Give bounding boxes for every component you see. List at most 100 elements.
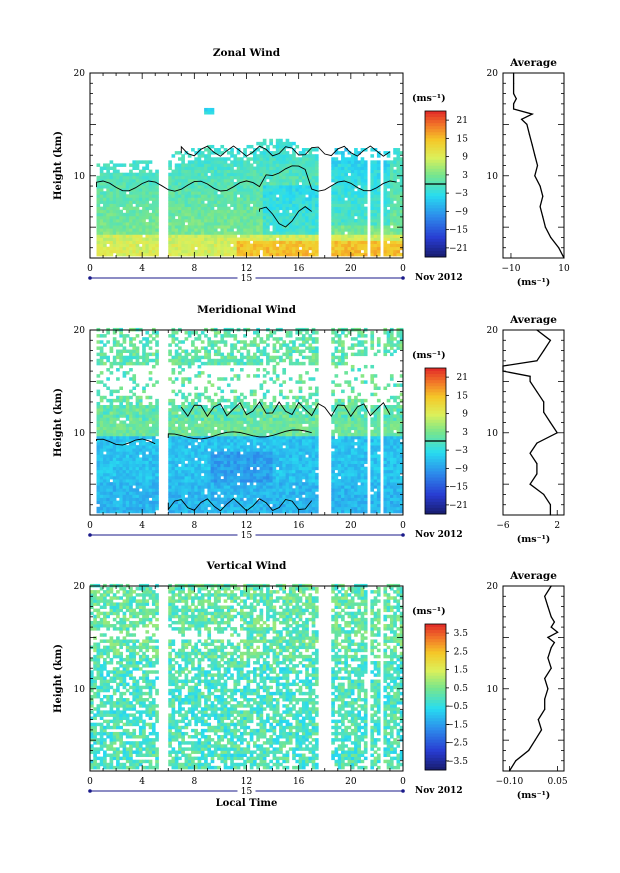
- heatmap-cell: [331, 218, 335, 223]
- heatmap-cell: [112, 175, 117, 180]
- heatmap-cell: [226, 479, 231, 483]
- heatmap-cell: [272, 191, 277, 195]
- heatmap-cell: [253, 343, 257, 347]
- heatmap-cell: [334, 181, 339, 186]
- heatmap-cell: [125, 355, 130, 360]
- heatmap-cell: [253, 426, 257, 431]
- heatmap-cell: [132, 392, 137, 397]
- heatmap-cell: [262, 181, 267, 186]
- heatmap-cell: [119, 234, 123, 238]
- heatmap-cell: [246, 352, 251, 357]
- heatmap-cell: [226, 222, 231, 226]
- heatmap-cell: [151, 451, 156, 455]
- heatmap-cell: [122, 340, 127, 344]
- heatmap-cell: [178, 442, 182, 446]
- heatmap-cell: [174, 206, 179, 211]
- heatmap-cell: [125, 172, 130, 177]
- heatmap-cell: [357, 237, 362, 241]
- heatmap-cell: [357, 222, 362, 226]
- heatmap-cell: [112, 246, 117, 251]
- heatmap-cell: [187, 222, 192, 226]
- heatmap-cell: [119, 249, 123, 254]
- heatmap-cell: [292, 200, 296, 204]
- heatmap-cell: [138, 423, 143, 428]
- heatmap-cell: [184, 209, 189, 214]
- heatmap-cell: [347, 212, 352, 217]
- heatmap-cell: [249, 197, 254, 201]
- heatmap-cell: [331, 249, 335, 254]
- heatmap-cell: [181, 191, 185, 195]
- heatmap-cell: [341, 252, 345, 257]
- heatmap-cell: [142, 463, 146, 468]
- heatmap-cell: [239, 482, 244, 486]
- heatmap-cells: [96, 327, 404, 514]
- heatmap-cell: [213, 215, 218, 220]
- heatmap-cell: [119, 175, 123, 180]
- heatmap-cell: [106, 475, 110, 480]
- heatmap-cell: [116, 355, 120, 360]
- heatmap-cell: [207, 500, 212, 505]
- heatmap-cell: [373, 200, 378, 204]
- heatmap-cell: [363, 246, 368, 251]
- heatmap-cell: [129, 240, 133, 245]
- heatmap-cell: [210, 252, 215, 257]
- heatmap-cell: [174, 194, 179, 198]
- heatmap-cell: [243, 346, 247, 350]
- heatmap-cell: [116, 435, 120, 440]
- heatmap-cell: [236, 454, 241, 458]
- heatmap-cell: [272, 231, 277, 235]
- heatmap-cell: [129, 246, 133, 251]
- heatmap-cell: [174, 234, 179, 238]
- heatmap-cell: [191, 479, 195, 483]
- heatmap-cell: [239, 218, 244, 223]
- heatmap-cell: [337, 172, 342, 177]
- heatmap-cell: [226, 334, 231, 338]
- heatmap-cell: [308, 237, 313, 241]
- heatmap-cell: [181, 188, 185, 192]
- heatmap-cell: [272, 197, 277, 201]
- heatmap-cell: [204, 249, 208, 254]
- heatmap-cell: [305, 231, 309, 235]
- heatmap-cell: [226, 228, 231, 232]
- heatmap-cell: [155, 472, 159, 477]
- heatmap-cell: [132, 200, 137, 204]
- heatmap-cell: [354, 231, 358, 235]
- heatmap-cell: [119, 386, 123, 391]
- heatmap-cell: [282, 215, 287, 220]
- heatmap-cell: [204, 166, 208, 171]
- heatmap-cell: [197, 423, 202, 428]
- heatmap-cell: [210, 411, 215, 415]
- heatmap-cell: [191, 466, 195, 471]
- heatmap-cell: [344, 188, 348, 192]
- heatmap-cell: [116, 457, 120, 461]
- heatmap-cell: [125, 252, 130, 257]
- heatmap-cell: [292, 141, 296, 146]
- heatmap-cell: [106, 331, 110, 335]
- heatmap-cell: [223, 358, 228, 363]
- heatmap-cell: [331, 178, 335, 183]
- heatmap-cell: [399, 243, 404, 248]
- heatmap-cell: [119, 215, 123, 220]
- heatmap-cell: [236, 340, 241, 344]
- heatmap-cell: [106, 197, 110, 201]
- heatmap-cell: [119, 432, 123, 437]
- heatmap-cell: [207, 374, 212, 378]
- heatmap-cell: [210, 500, 215, 505]
- heatmap-cell: [239, 485, 244, 489]
- heatmap-cell: [187, 500, 192, 505]
- heatmap-cell: [246, 215, 251, 220]
- heatmap-cell: [311, 172, 316, 177]
- heatmap-cell: [204, 237, 208, 241]
- heatmap-cell: [103, 240, 107, 245]
- heatmap-cell: [132, 445, 137, 449]
- heatmap-cell: [308, 231, 313, 235]
- heatmap-cell: [292, 243, 296, 248]
- heatmap-cell: [249, 429, 254, 434]
- heatmap-cell: [155, 482, 159, 486]
- heatmap-cell: [129, 234, 133, 238]
- heatmap-cell: [314, 215, 319, 220]
- heatmap-cell: [178, 389, 182, 394]
- heatmap-cell: [298, 197, 303, 201]
- heatmap-cell: [138, 209, 143, 214]
- heatmap-cell: [138, 355, 143, 360]
